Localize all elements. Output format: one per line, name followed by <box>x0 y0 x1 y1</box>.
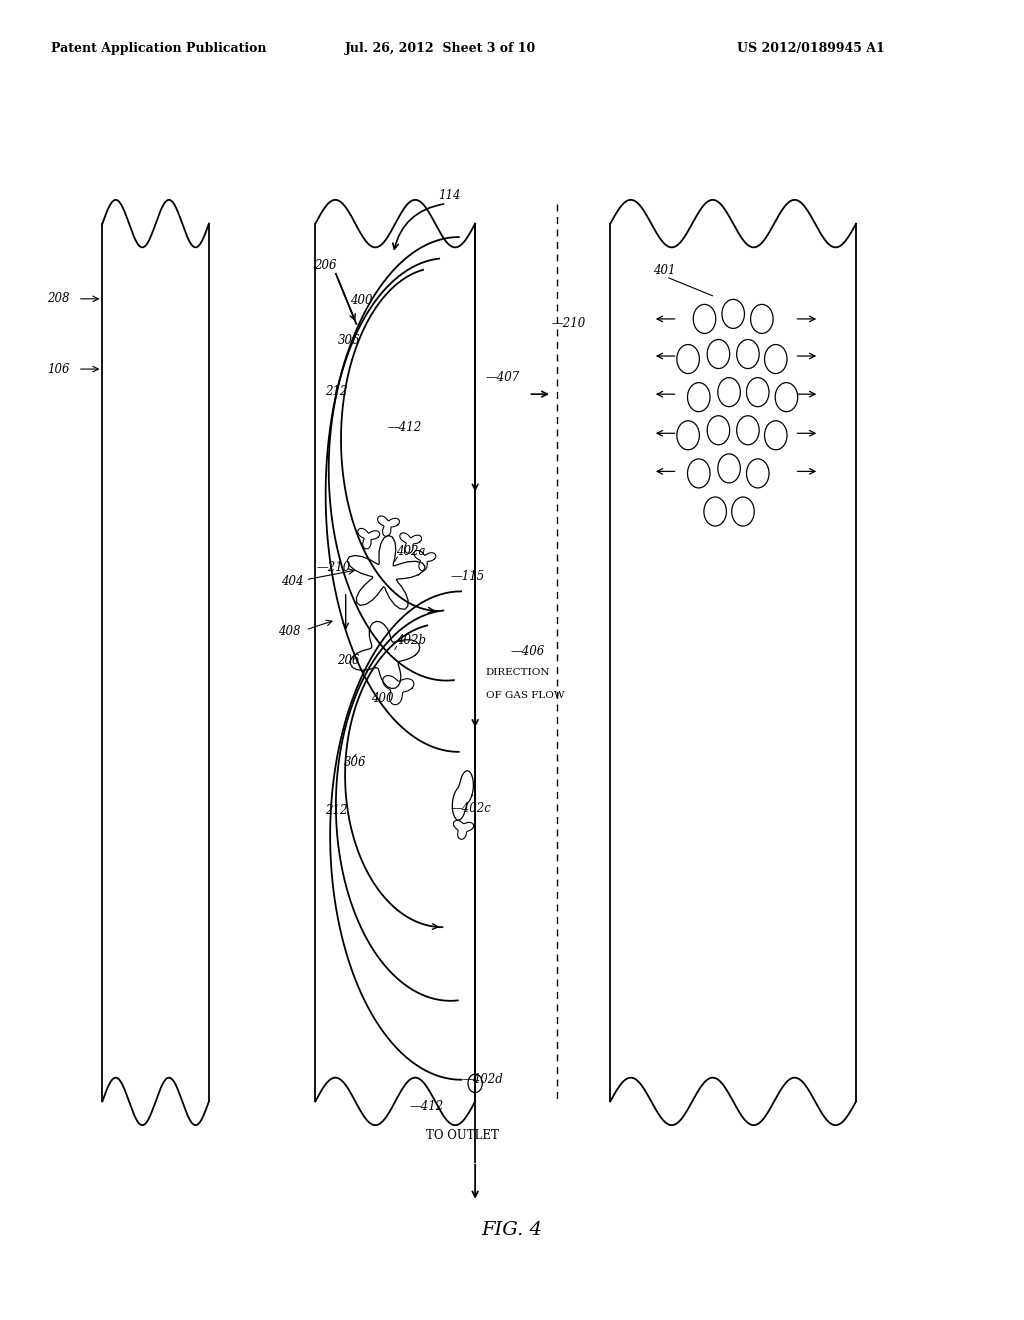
Text: —407: —407 <box>485 371 520 384</box>
Text: Patent Application Publication: Patent Application Publication <box>51 42 266 55</box>
Text: —210: —210 <box>551 317 586 330</box>
Text: 400: 400 <box>350 294 373 308</box>
Text: Jul. 26, 2012  Sheet 3 of 10: Jul. 26, 2012 Sheet 3 of 10 <box>345 42 536 55</box>
Text: TO OUTLET: TO OUTLET <box>426 1129 499 1142</box>
Text: 402a: 402a <box>395 545 425 558</box>
Text: —412: —412 <box>387 421 422 434</box>
Text: —115: —115 <box>451 570 484 583</box>
Text: 212: 212 <box>326 804 348 817</box>
Text: 400: 400 <box>371 692 393 705</box>
Text: 106: 106 <box>47 363 70 376</box>
Text: 401: 401 <box>653 264 676 277</box>
Text: US 2012/0189945 A1: US 2012/0189945 A1 <box>737 42 885 55</box>
Text: 212: 212 <box>326 384 348 397</box>
Text: 402b: 402b <box>395 635 426 647</box>
Text: 306: 306 <box>338 334 360 347</box>
Text: DIRECTION: DIRECTION <box>485 668 550 677</box>
Text: OF GAS FLOW: OF GAS FLOW <box>485 690 564 700</box>
Text: 408: 408 <box>279 626 301 639</box>
Text: —406: —406 <box>510 645 545 659</box>
Text: —402c: —402c <box>451 803 492 814</box>
Text: 404: 404 <box>281 576 303 589</box>
Text: 114: 114 <box>438 189 461 202</box>
Text: 306: 306 <box>344 756 367 768</box>
Text: FIG. 4: FIG. 4 <box>481 1221 543 1239</box>
Text: 206: 206 <box>337 653 359 667</box>
Text: —402d: —402d <box>461 1073 503 1086</box>
Text: 208: 208 <box>47 292 70 305</box>
Text: 206: 206 <box>313 259 336 272</box>
Text: —210: —210 <box>317 561 351 574</box>
Text: —412: —412 <box>410 1100 443 1113</box>
